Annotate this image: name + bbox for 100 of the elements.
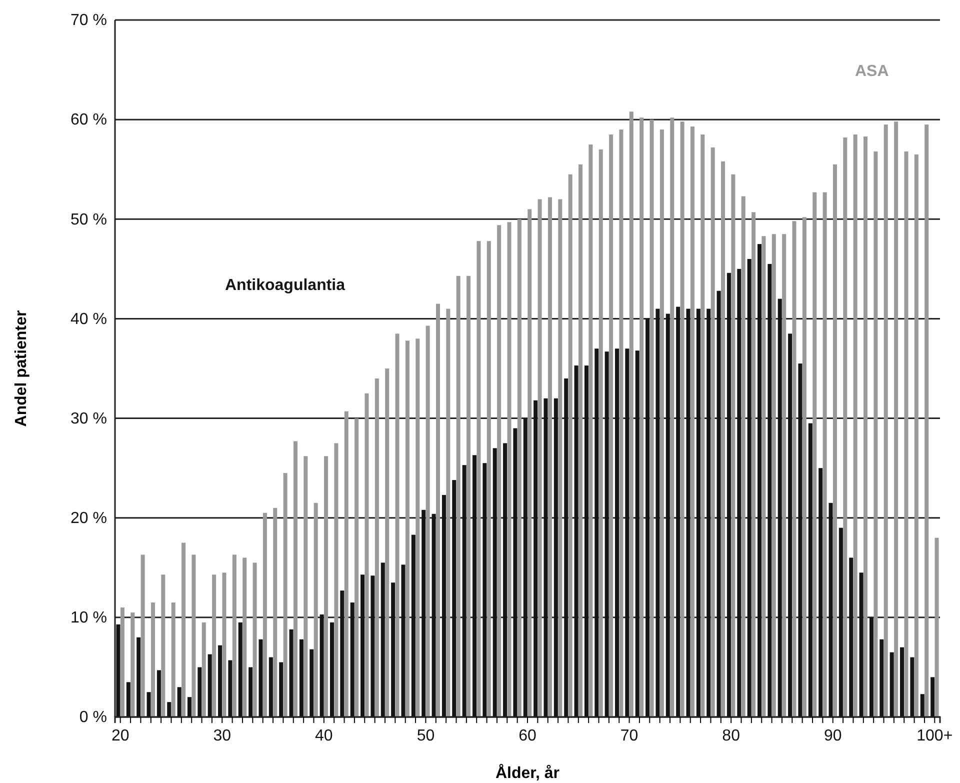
bar	[758, 244, 762, 717]
bar	[798, 364, 802, 717]
bar	[752, 212, 756, 717]
bar	[568, 174, 572, 717]
bar	[832, 164, 837, 717]
bar	[853, 134, 858, 717]
bar	[182, 542, 186, 717]
bar	[710, 147, 715, 717]
bar	[768, 264, 772, 717]
bar	[202, 622, 206, 717]
bar	[808, 423, 812, 717]
bar	[700, 134, 705, 717]
bar	[503, 443, 508, 717]
bar	[314, 502, 318, 717]
y-tick-label: 30 %	[70, 410, 107, 428]
bar	[354, 418, 359, 717]
bar	[146, 692, 151, 717]
bar	[171, 602, 176, 717]
y-tick-label: 0 %	[79, 709, 107, 726]
bar	[446, 308, 450, 717]
bar	[334, 443, 338, 717]
bar	[192, 554, 196, 717]
bar	[716, 290, 721, 717]
bar	[721, 161, 726, 717]
bar	[486, 241, 491, 717]
bar	[778, 298, 782, 717]
bar	[884, 124, 888, 717]
bar	[364, 393, 369, 717]
bar	[619, 130, 624, 717]
bar	[385, 368, 390, 717]
bar	[574, 366, 578, 717]
bar	[598, 149, 603, 717]
bar	[843, 137, 848, 717]
bar	[747, 258, 752, 717]
x-tick-label: 20	[111, 727, 130, 744]
bar	[741, 196, 746, 717]
bar	[646, 318, 650, 717]
bar	[788, 334, 792, 717]
y-tick-label: 50 %	[70, 211, 107, 228]
bar	[726, 272, 731, 717]
bar	[405, 340, 410, 717]
bar	[656, 308, 660, 717]
bar	[869, 617, 874, 717]
bar	[330, 622, 334, 717]
bar	[380, 562, 385, 717]
bar	[686, 308, 690, 717]
bar	[426, 326, 430, 717]
bar	[432, 514, 436, 717]
text: ASA	[855, 63, 890, 80]
bar	[696, 308, 700, 717]
bar	[258, 639, 263, 717]
bar	[340, 590, 344, 717]
bar	[268, 657, 273, 717]
bar	[578, 164, 583, 717]
x-tick-label: 60	[518, 727, 536, 744]
x-tick-label: 100+	[916, 727, 953, 744]
bar	[513, 428, 518, 717]
bar	[374, 378, 379, 717]
bar	[604, 352, 609, 717]
bar	[283, 473, 288, 717]
bar	[208, 654, 212, 717]
bar	[401, 564, 406, 717]
bar	[894, 122, 898, 717]
bar	[930, 677, 935, 717]
bar	[666, 314, 670, 717]
bar	[706, 308, 711, 717]
x-tick-label: 80	[722, 727, 740, 744]
bar	[548, 197, 552, 717]
bar	[116, 624, 120, 717]
bar	[492, 448, 497, 717]
bar	[584, 366, 588, 717]
bar	[904, 151, 908, 717]
bar	[864, 136, 868, 717]
bar	[140, 554, 145, 717]
bar	[289, 629, 294, 717]
bar	[859, 572, 864, 717]
bar	[273, 508, 278, 717]
bar	[442, 494, 446, 717]
y-tick-label: 20 %	[70, 510, 107, 527]
bar	[466, 276, 471, 717]
bar	[320, 614, 324, 717]
bar	[528, 209, 532, 717]
bar	[812, 192, 817, 717]
bar	[910, 657, 914, 717]
x-axis-title: Ålder, år	[495, 763, 560, 782]
bar	[792, 221, 796, 717]
bar	[422, 510, 426, 717]
x-tick-label: 90	[824, 727, 842, 744]
bar	[232, 554, 236, 717]
bar	[538, 199, 542, 717]
bar	[391, 582, 396, 717]
bar	[167, 702, 172, 717]
bar	[822, 192, 827, 717]
bar	[818, 468, 823, 717]
bar	[828, 502, 833, 717]
bar	[136, 637, 141, 717]
bar	[222, 572, 226, 717]
bar	[360, 574, 365, 717]
bar	[564, 378, 568, 717]
bar	[248, 667, 253, 717]
